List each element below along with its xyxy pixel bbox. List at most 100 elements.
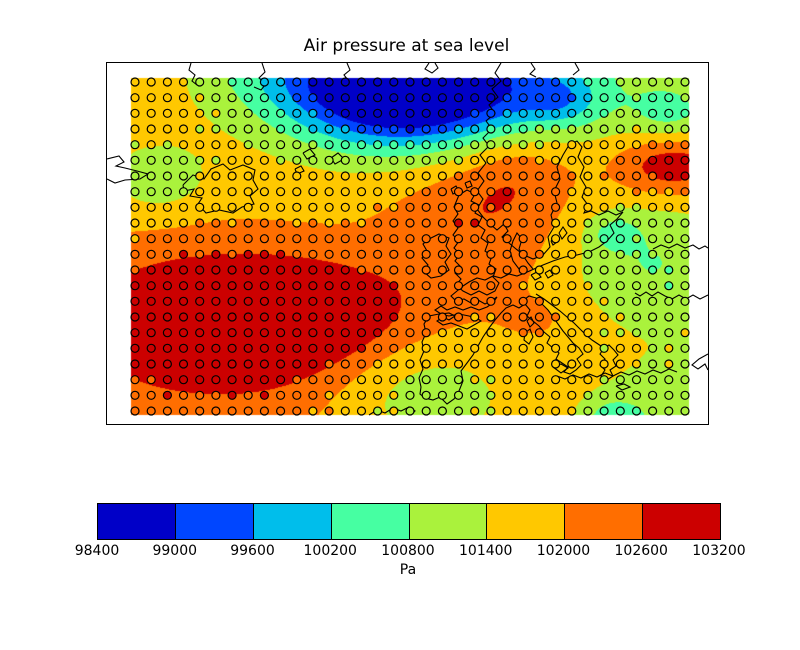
colorbar-segment bbox=[409, 504, 488, 539]
pressure-grid-dot bbox=[162, 218, 173, 228]
pressure-grid-dot bbox=[405, 171, 415, 181]
pressure-grid-dot bbox=[373, 281, 383, 291]
pressure-grid-dot bbox=[178, 140, 189, 150]
pressure-grid-dot bbox=[437, 234, 447, 244]
pressure-grid-dot bbox=[308, 375, 318, 385]
coastline-path bbox=[572, 63, 580, 76]
pressure-grid-dot bbox=[583, 124, 593, 134]
pressure-grid-dot bbox=[680, 77, 690, 87]
pressure-grid-dot bbox=[276, 281, 286, 291]
pressure-grid-dot bbox=[276, 265, 286, 275]
pressure-grid-dot bbox=[405, 202, 415, 212]
pressure-grid-dot bbox=[340, 328, 350, 338]
pressure-grid-dot bbox=[130, 343, 140, 353]
pressure-grid-dot bbox=[421, 155, 431, 165]
pressure-grid-dot bbox=[647, 312, 658, 322]
pressure-grid-dot bbox=[680, 312, 690, 322]
pressure-grid-dot bbox=[308, 218, 318, 228]
pressure-grid-dot bbox=[195, 375, 205, 385]
pressure-grid-dot bbox=[162, 343, 173, 353]
pressure-grid-dot bbox=[324, 265, 334, 275]
pressure-grid-dot bbox=[470, 77, 480, 87]
pressure-grid-dot bbox=[470, 390, 480, 400]
pressure-grid-dot bbox=[373, 390, 383, 400]
pressure-grid-dot bbox=[567, 155, 577, 165]
coastline-path bbox=[556, 368, 678, 380]
pressure-grid-dot bbox=[437, 265, 447, 275]
pressure-grid-dot bbox=[195, 234, 205, 244]
pressure-grid-dot bbox=[502, 124, 512, 134]
pressure-grid-dot bbox=[583, 249, 593, 259]
pressure-grid-dot bbox=[227, 77, 237, 87]
pressure-grid-dot bbox=[211, 281, 221, 291]
pressure-grid-dot bbox=[664, 406, 674, 416]
colorbar-tick-label: 102000 bbox=[536, 543, 591, 559]
pressure-grid-dot bbox=[664, 375, 674, 385]
pressure-grid-dot bbox=[599, 187, 609, 197]
pressure-grid-dot bbox=[647, 265, 658, 275]
pressure-grid-dot bbox=[227, 281, 237, 291]
pressure-grid-dot bbox=[178, 406, 189, 416]
pressure-grid-dot bbox=[178, 328, 189, 338]
coastline-path bbox=[615, 383, 632, 391]
pressure-grid-dot bbox=[518, 390, 528, 400]
pressure-grid-dot bbox=[551, 171, 561, 181]
pressure-grid-dot bbox=[195, 155, 205, 165]
pressure-grid-dot bbox=[227, 124, 237, 134]
pressure-grid-dot bbox=[534, 281, 544, 291]
pressure-grid-dot bbox=[599, 202, 609, 212]
pressure-grid-dot bbox=[551, 155, 561, 165]
pressure-grid-dot bbox=[130, 218, 140, 228]
pressure-grid-dot bbox=[551, 265, 561, 275]
pressure-grid-dot bbox=[421, 140, 431, 150]
pressure-grid-dot bbox=[195, 171, 205, 181]
pressure-grid-dot bbox=[340, 108, 350, 118]
pressure-grid-dot bbox=[437, 375, 447, 385]
pressure-grid-dot bbox=[130, 140, 140, 150]
pressure-grid-dot bbox=[162, 281, 173, 291]
pressure-grid-dot bbox=[162, 328, 173, 338]
pressure-grid-dot bbox=[421, 390, 431, 400]
pressure-grid-dot bbox=[437, 296, 447, 306]
pressure-grid-dot bbox=[647, 93, 658, 103]
pressure-grid-dot bbox=[470, 375, 480, 385]
pressure-grid-dot bbox=[211, 375, 221, 385]
pressure-grid-dot bbox=[421, 296, 431, 306]
pressure-grid-dot bbox=[664, 296, 674, 306]
pressure-grid-dot bbox=[211, 124, 221, 134]
pressure-grid-dot bbox=[599, 390, 609, 400]
pressure-grid-dot bbox=[631, 312, 642, 322]
pressure-grid-dot bbox=[130, 359, 140, 369]
pressure-grid-dot bbox=[227, 390, 237, 400]
pressure-grid-dot bbox=[308, 281, 318, 291]
pressure-grid-dot bbox=[470, 281, 480, 291]
pressure-grid-dot bbox=[599, 359, 609, 369]
pressure-grid-dot bbox=[647, 406, 658, 416]
pressure-grid-dot bbox=[421, 343, 431, 353]
pressure-grid-dot bbox=[292, 155, 302, 165]
pressure-grid-dot bbox=[534, 328, 544, 338]
pressure-grid-dot bbox=[356, 77, 367, 87]
pressure-grid-dot bbox=[373, 155, 383, 165]
pressure-grid-dot bbox=[211, 155, 221, 165]
pressure-grid-dot bbox=[146, 171, 156, 181]
pressure-grid-dot bbox=[259, 249, 269, 259]
pressure-grid-dot bbox=[421, 359, 431, 369]
colorbar-tick-label: 99600 bbox=[230, 543, 275, 559]
pressure-grid-dot bbox=[502, 406, 512, 416]
pressure-grid-dot bbox=[243, 155, 253, 165]
pressure-grid-dot bbox=[437, 202, 447, 212]
pressure-grid-dot bbox=[373, 296, 383, 306]
pressure-grid-dot bbox=[340, 187, 350, 197]
pressure-grid-dot bbox=[534, 124, 544, 134]
pressure-grid-dot bbox=[259, 155, 269, 165]
pressure-grid-dot bbox=[615, 406, 625, 416]
pressure-grid-dot bbox=[680, 343, 690, 353]
pressure-grid-dot bbox=[664, 218, 674, 228]
pressure-grid-dot bbox=[130, 171, 140, 181]
pressure-grid-dot bbox=[567, 218, 577, 228]
pressure-grid-dot bbox=[340, 171, 350, 181]
pressure-grid-dot bbox=[599, 124, 609, 134]
pressure-grid-dot bbox=[647, 140, 658, 150]
pressure-grid-dot bbox=[373, 343, 383, 353]
